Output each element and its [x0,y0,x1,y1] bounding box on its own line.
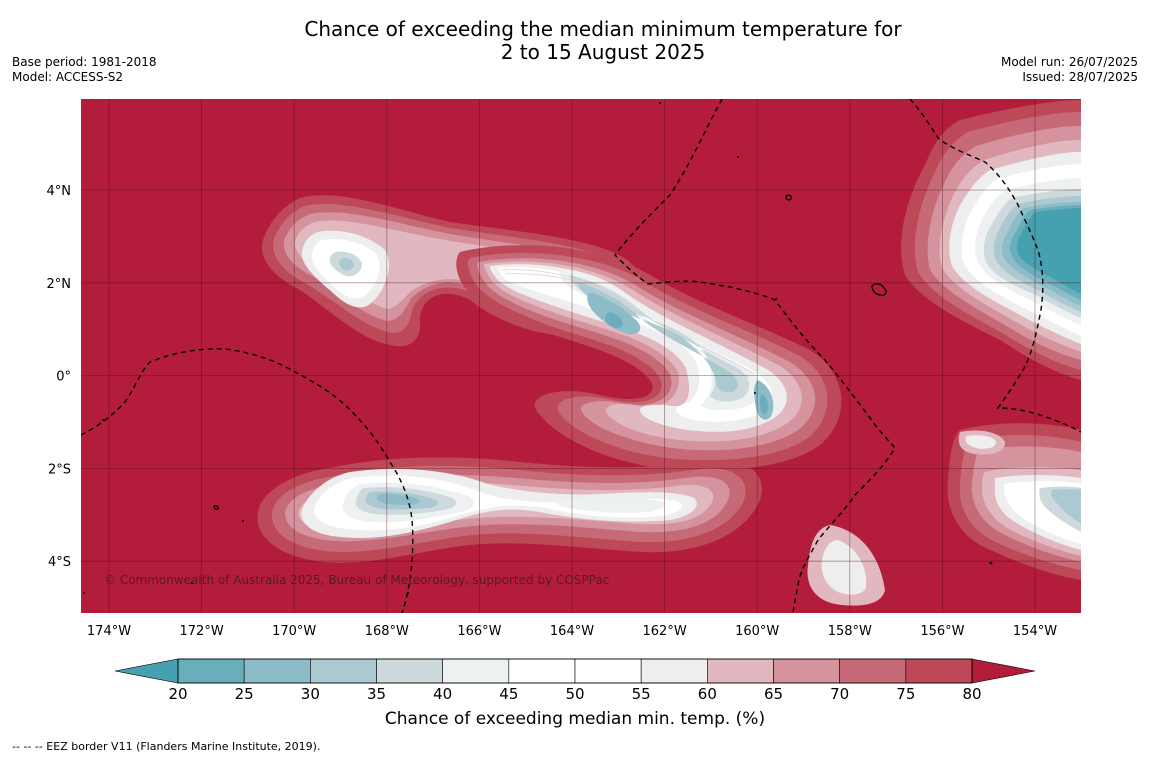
colorbar-labels: 20 25 30 35 40 45 50 55 60 65 70 75 80 [168,685,981,703]
colorbar-label: 40 [433,685,452,703]
issued-text: Issued: 28/07/2025 [1022,70,1138,84]
copyright-text: © Commonwealth of Australia 2025, Bureau… [104,573,609,587]
colorbar-cells [177,658,973,684]
colorbar-label: 35 [367,685,386,703]
map-area: © Commonwealth of Australia 2025, Bureau… [81,99,1081,613]
colorbar-cell [508,658,576,684]
lon-label: 166°W [457,624,501,639]
contour-central [456,245,842,471]
colorbar-cell [640,658,708,684]
lat-label: 2°S [48,462,71,477]
contour-south-central [257,457,885,606]
colorbar-label: 25 [235,685,254,703]
map-title: Chance of exceeding the median minimum t… [0,18,1150,64]
colorbar: 20 25 30 35 40 45 50 55 60 65 70 75 80 [114,658,1036,703]
lat-label: 2°N [47,277,72,292]
colorbar-label: 75 [896,685,915,703]
eez-borders [81,99,1081,613]
map-gridlines [81,99,1081,613]
colorbar-cell [707,658,774,684]
lon-label: 156°W [920,624,964,639]
colorbar-label: 20 [168,685,187,703]
longitude-tick-labels: 174°W 172°W 170°W 168°W 166°W 164°W 162°W 160°W… [87,624,1057,639]
lat-label: 0° [56,370,71,385]
model-run-text: Model run: 26/07/2025 [1000,55,1138,69]
colorbar-extend-high [971,658,1036,684]
lon-label: 162°W [643,624,687,639]
lon-label: 168°W [365,624,409,639]
colorbar-cell [177,658,245,684]
colorbar-label: 65 [764,685,783,703]
colorbar-extend-low [114,658,179,684]
colorbar-label: 50 [565,685,584,703]
colorbar-cell [905,658,973,684]
lon-label: 172°W [180,624,224,639]
contour-east-north [901,100,1081,380]
colorbar-label: 45 [499,685,518,703]
lat-label: 4°S [48,555,71,570]
colorbar-label: 55 [632,685,651,703]
island-dots [83,102,993,594]
islands [213,194,887,510]
lon-label: 170°W [272,624,316,639]
colorbar-cell [839,658,907,684]
colorbar-label: 70 [830,685,849,703]
colorbar-cell [574,658,642,684]
colorbar-cell [243,658,311,684]
title-line-1: Chance of exceeding the median minimum t… [304,17,902,41]
colorbar-cell [376,658,443,684]
lon-label: 164°W [550,624,594,639]
contour-east-south [947,423,1081,580]
colorbar-label: 80 [962,685,981,703]
lon-label: 174°W [87,624,131,639]
title-line-2: 2 to 15 August 2025 [500,40,706,64]
colorbar-label: 60 [698,685,717,703]
colorbar-label: 30 [301,685,320,703]
colorbar-cell [310,658,377,684]
colorbar-title: Chance of exceeding median min. temp. (%… [384,709,766,729]
lon-label: 154°W [1013,624,1057,639]
base-period-text: Base period: 1981-2018 [12,55,157,69]
model-run-info: Model run: 26/07/2025 Issued: 28/07/2025 [1001,55,1138,85]
colorbar-cell [442,658,510,684]
model-text: Model: ACCESS-S2 [12,70,124,84]
lon-label: 160°W [735,624,779,639]
base-period-info: Base period: 1981-2018 Model: ACCESS-S2 [12,55,157,85]
colorbar-cell [773,658,840,684]
eez-footnote: -- -- -- EEZ border V11 (Flanders Marine… [12,740,321,753]
lat-label: 4°N [47,184,72,199]
lon-label: 158°W [828,624,872,639]
latitude-tick-labels: 4°N 2°N 0° 2°S 4°S [47,184,72,570]
